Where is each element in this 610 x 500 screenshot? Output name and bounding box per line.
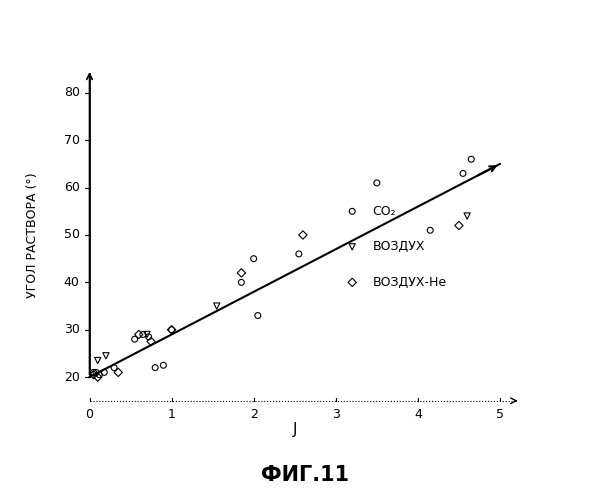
- Point: [130, 335, 140, 343]
- Point: [159, 362, 168, 370]
- Point: [109, 364, 119, 372]
- Text: 70: 70: [63, 134, 80, 147]
- Point: [347, 243, 357, 251]
- Point: [142, 330, 152, 338]
- Point: [93, 356, 102, 364]
- Text: 2: 2: [249, 408, 257, 421]
- Point: [467, 155, 476, 163]
- Point: [93, 373, 102, 381]
- Point: [113, 368, 123, 376]
- Point: [101, 352, 111, 360]
- Point: [99, 368, 109, 376]
- Text: 4: 4: [414, 408, 422, 421]
- Point: [347, 278, 357, 286]
- Point: [146, 338, 156, 345]
- Point: [425, 226, 435, 234]
- Text: ВОЗДУХ: ВОЗДУХ: [373, 240, 425, 254]
- Point: [237, 269, 246, 277]
- Text: 40: 40: [64, 276, 80, 289]
- Point: [454, 222, 464, 230]
- Point: [88, 370, 98, 378]
- Point: [458, 170, 468, 177]
- Text: 20: 20: [64, 370, 80, 384]
- Point: [95, 370, 104, 378]
- Text: 1: 1: [168, 408, 176, 421]
- Point: [167, 326, 176, 334]
- Point: [253, 312, 263, 320]
- Point: [167, 326, 176, 334]
- Text: 60: 60: [64, 181, 80, 194]
- Text: J: J: [292, 422, 297, 437]
- Point: [298, 231, 308, 239]
- Point: [150, 364, 160, 372]
- Point: [372, 179, 382, 187]
- Text: УГОЛ РАСТВОРА (°): УГОЛ РАСТВОРА (°): [26, 172, 38, 298]
- Point: [212, 302, 221, 310]
- Point: [462, 212, 472, 220]
- Point: [134, 330, 143, 338]
- Text: ФИГ.11: ФИГ.11: [261, 465, 349, 485]
- Point: [347, 208, 357, 216]
- Text: 30: 30: [64, 323, 80, 336]
- Text: 5: 5: [496, 408, 504, 421]
- Text: CO₂: CO₂: [373, 205, 396, 218]
- Text: 50: 50: [63, 228, 80, 241]
- Point: [249, 254, 259, 262]
- Point: [294, 250, 304, 258]
- Point: [91, 368, 101, 376]
- Text: 3: 3: [332, 408, 340, 421]
- Text: ВОЗДУХ-Не: ВОЗДУХ-Не: [373, 276, 447, 289]
- Point: [138, 330, 148, 338]
- Text: 80: 80: [63, 86, 80, 100]
- Text: 0: 0: [85, 408, 93, 421]
- Point: [144, 333, 154, 341]
- Point: [88, 368, 98, 376]
- Point: [237, 278, 246, 286]
